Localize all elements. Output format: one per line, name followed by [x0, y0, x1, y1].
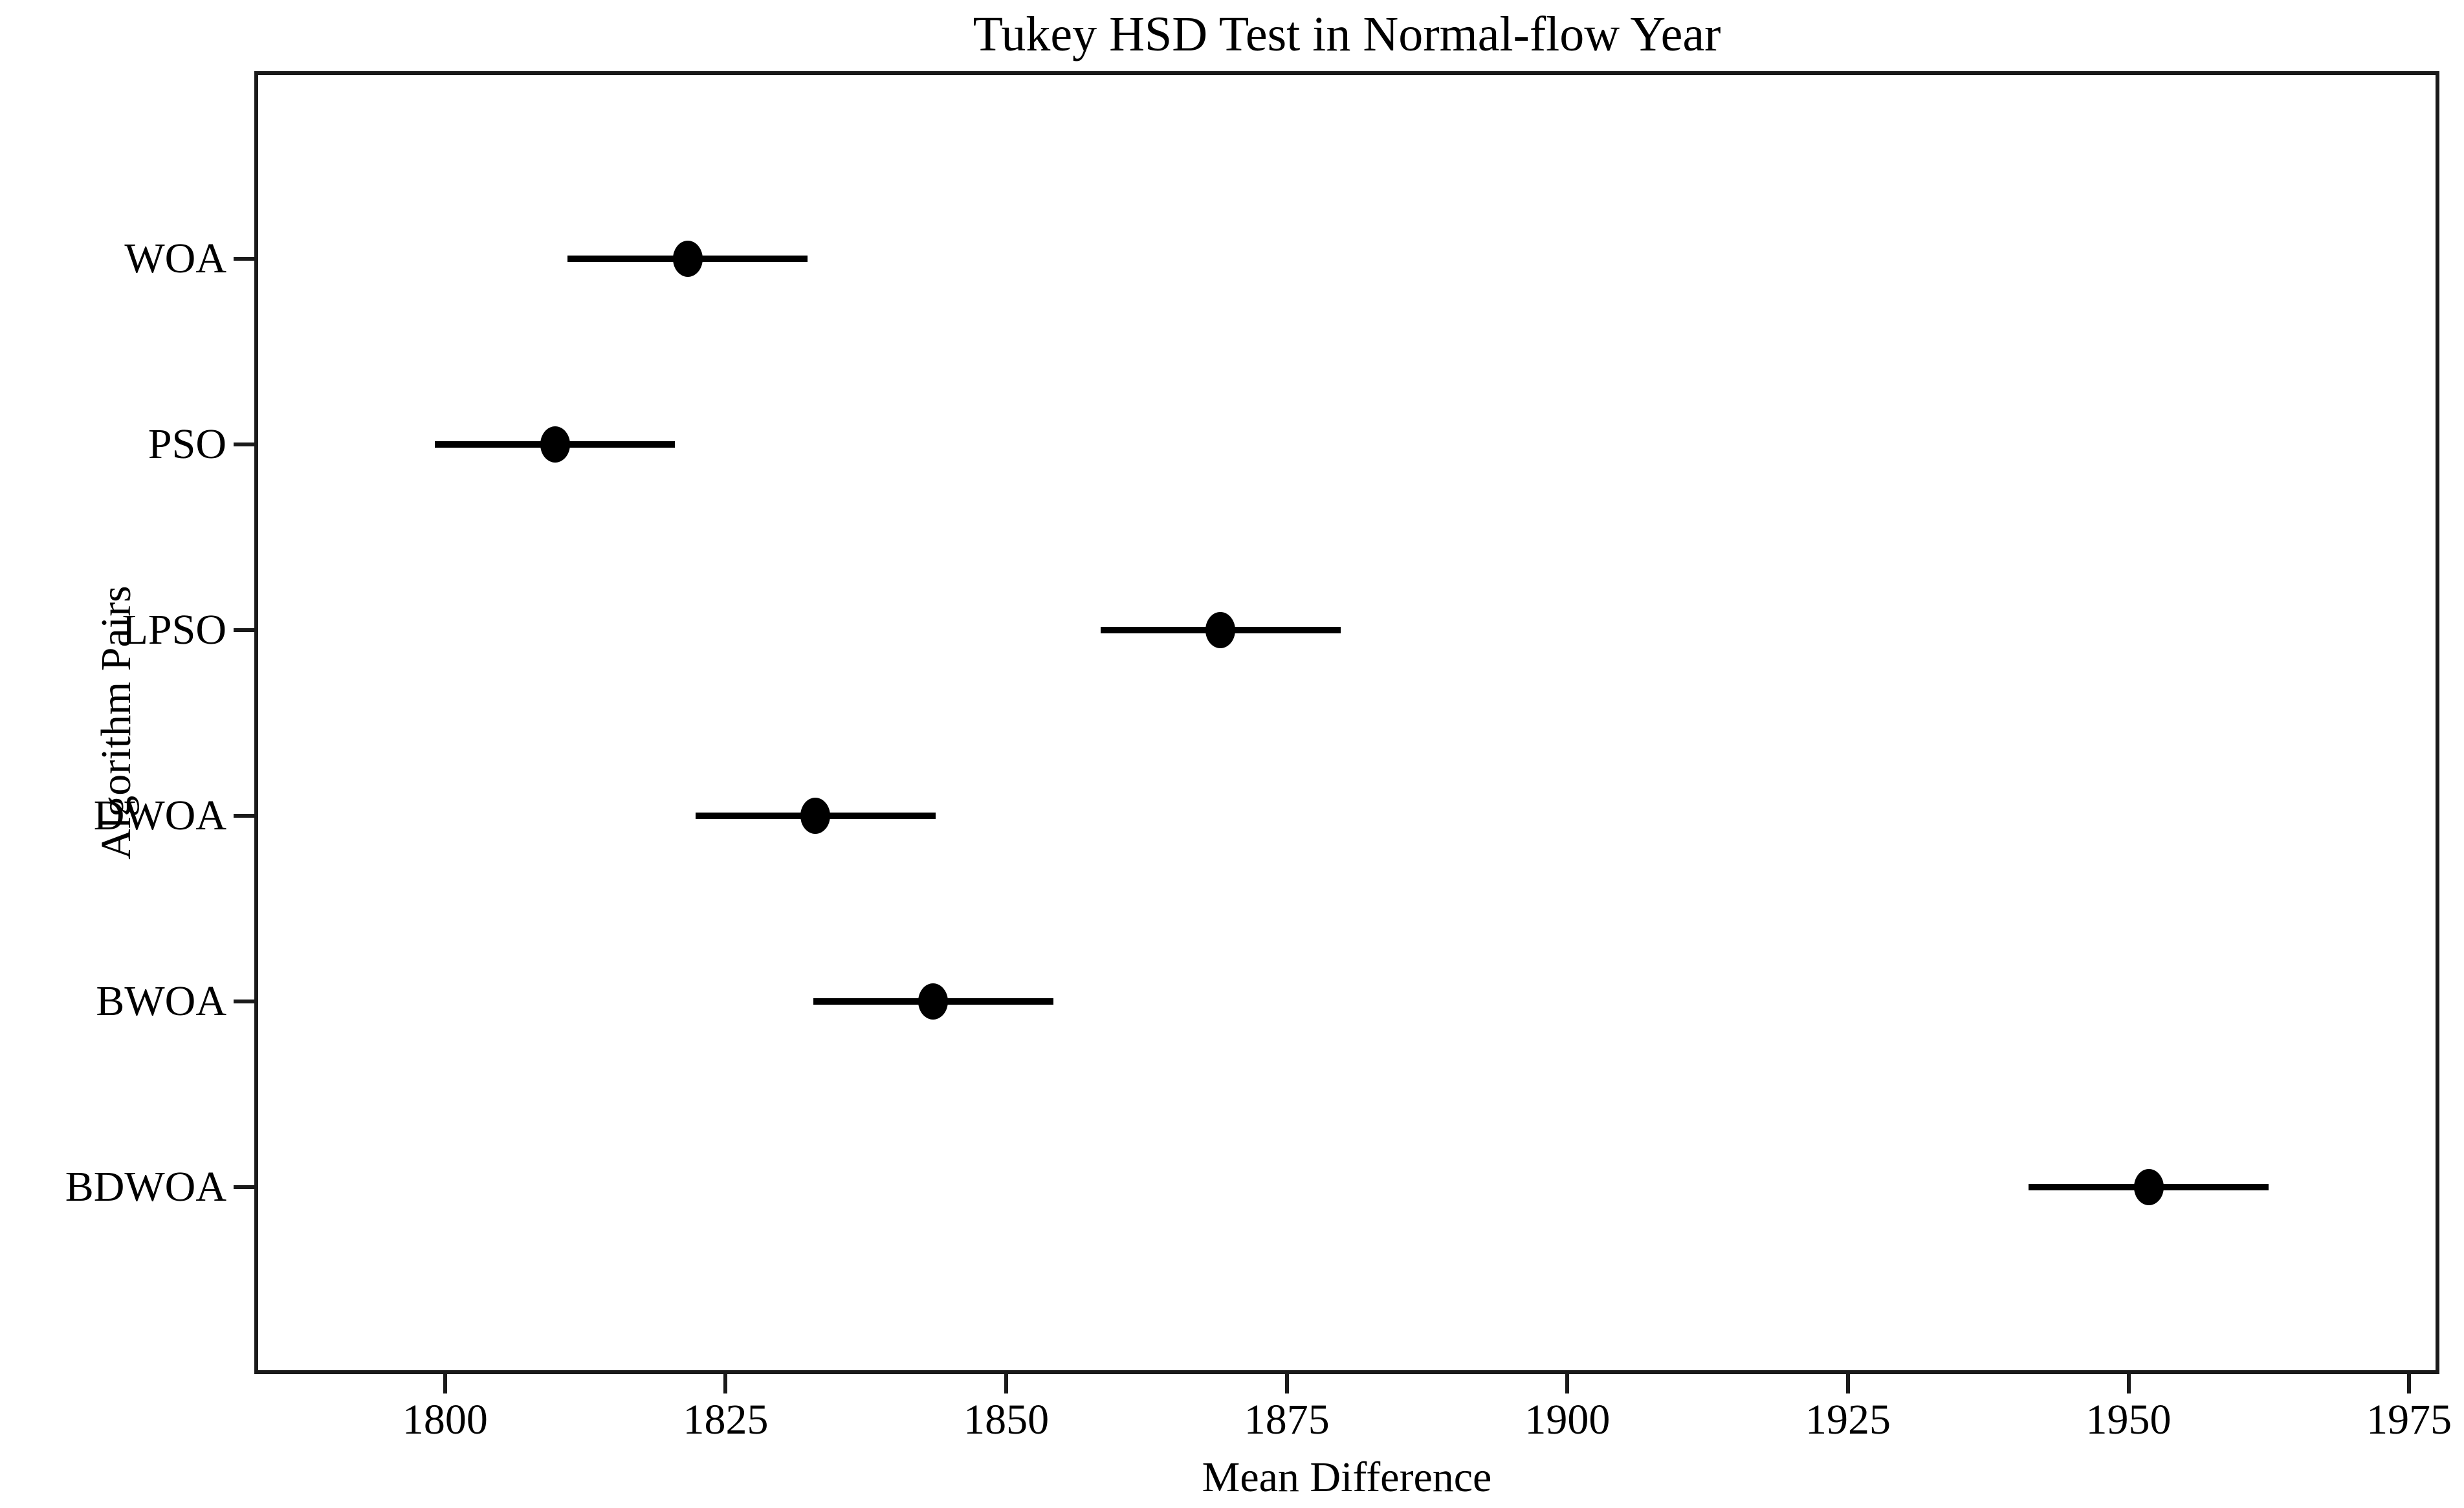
y-tick-label: DWOA	[93, 792, 226, 839]
x-tick	[1845, 1374, 1850, 1393]
x-tick-label: 1975	[2366, 1396, 2452, 1443]
chart-title: Tukey HSD Test in Normal-flow Year	[973, 7, 1721, 61]
x-axis-title: Mean Difference	[1202, 1454, 1492, 1501]
x-tick	[723, 1374, 728, 1393]
x-tick	[1284, 1374, 1289, 1393]
y-tick	[234, 257, 254, 261]
x-tick-label: 1950	[2085, 1396, 2172, 1443]
y-tick	[234, 814, 254, 818]
mean-dot-lpso	[1205, 612, 1236, 648]
x-tick	[1004, 1374, 1009, 1393]
y-tick-label: PSO	[148, 421, 226, 468]
y-tick	[234, 443, 254, 446]
x-tick-label: 1925	[1805, 1396, 1891, 1443]
x-tick-label: 1800	[402, 1396, 488, 1443]
x-tick-label: 1825	[683, 1396, 769, 1443]
plot-area	[254, 71, 2439, 1374]
y-tick	[234, 628, 254, 632]
x-tick	[1565, 1374, 1570, 1393]
mean-dot-woa	[672, 241, 703, 278]
x-tick	[443, 1374, 447, 1393]
y-tick	[234, 999, 254, 1003]
x-tick-label: 1850	[963, 1396, 1050, 1443]
y-tick-label: BWOA	[96, 977, 226, 1025]
mean-dot-pso	[540, 426, 570, 463]
y-tick	[234, 1185, 254, 1189]
y-tick-label: BDWOA	[65, 1163, 226, 1210]
mean-dot-dwoa	[800, 798, 831, 834]
mean-dot-bdwoa	[2133, 1168, 2164, 1205]
mean-dot-bwoa	[918, 983, 949, 1020]
x-tick	[2407, 1374, 2412, 1393]
x-tick	[2126, 1374, 2131, 1393]
x-tick-label: 1875	[1244, 1396, 1330, 1443]
x-tick-label: 1900	[1524, 1396, 1611, 1443]
y-tick-label: LPSO	[122, 606, 226, 653]
y-tick-label: WOA	[124, 235, 226, 283]
